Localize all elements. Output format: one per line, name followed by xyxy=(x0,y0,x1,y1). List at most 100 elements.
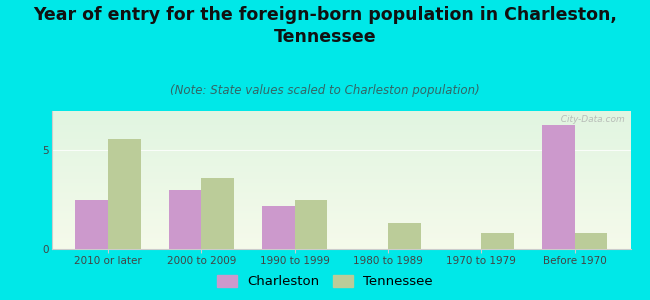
Bar xyxy=(52,133,630,134)
Bar xyxy=(294,200,327,249)
Bar xyxy=(52,195,630,196)
Bar xyxy=(52,142,630,143)
Bar xyxy=(168,190,202,249)
Bar xyxy=(52,138,630,139)
Bar xyxy=(52,112,630,113)
Bar xyxy=(52,139,630,140)
Bar xyxy=(52,229,630,230)
Bar xyxy=(52,237,630,238)
Bar xyxy=(52,189,630,190)
Bar xyxy=(52,233,630,234)
Bar xyxy=(52,188,630,189)
Bar xyxy=(52,144,630,145)
Bar xyxy=(52,160,630,161)
Bar xyxy=(52,176,630,177)
Bar xyxy=(52,239,630,240)
Bar xyxy=(52,202,630,203)
Bar xyxy=(52,235,630,236)
Bar xyxy=(52,234,630,235)
Bar xyxy=(52,230,630,231)
Bar xyxy=(52,125,630,126)
Bar xyxy=(52,193,630,194)
Bar xyxy=(52,223,630,224)
Bar xyxy=(52,210,630,211)
Bar xyxy=(52,132,630,133)
Bar xyxy=(52,236,630,237)
Bar xyxy=(52,212,630,213)
Bar xyxy=(52,177,630,178)
Bar xyxy=(52,224,630,225)
Bar xyxy=(52,145,630,146)
Bar xyxy=(52,121,630,122)
Bar xyxy=(52,192,630,193)
Text: City-Data.com: City-Data.com xyxy=(555,115,625,124)
Bar xyxy=(52,163,630,164)
Bar xyxy=(52,178,630,179)
Bar xyxy=(52,209,630,210)
Bar xyxy=(262,206,294,249)
Bar xyxy=(52,241,630,242)
Bar xyxy=(52,197,630,198)
Bar xyxy=(52,218,630,219)
Bar xyxy=(52,135,630,136)
Bar xyxy=(52,148,630,149)
Text: Year of entry for the foreign-born population in Charleston,
Tennessee: Year of entry for the foreign-born popul… xyxy=(33,6,617,46)
Bar xyxy=(52,166,630,167)
Bar xyxy=(52,199,630,200)
Bar xyxy=(52,161,630,162)
Bar xyxy=(52,232,630,233)
Bar xyxy=(52,126,630,127)
Bar xyxy=(52,121,630,122)
Bar xyxy=(52,221,630,222)
Bar xyxy=(52,191,630,192)
Bar xyxy=(481,233,514,249)
Bar xyxy=(52,200,630,201)
Bar xyxy=(52,217,630,218)
Bar xyxy=(52,240,630,241)
Legend: Charleston, Tennessee: Charleston, Tennessee xyxy=(212,269,438,293)
Bar xyxy=(52,169,630,170)
Bar xyxy=(52,134,630,135)
Bar xyxy=(52,170,630,171)
Bar xyxy=(52,114,630,115)
Bar xyxy=(52,246,630,247)
Bar xyxy=(52,157,630,158)
Bar xyxy=(52,238,630,239)
Bar xyxy=(52,242,630,243)
Bar xyxy=(52,150,630,151)
Bar xyxy=(388,224,421,249)
Bar xyxy=(52,194,630,195)
Bar xyxy=(52,123,630,124)
Bar xyxy=(52,198,630,199)
Bar xyxy=(52,119,630,120)
Bar xyxy=(52,243,630,244)
Bar xyxy=(52,207,630,208)
Bar xyxy=(52,184,630,185)
Bar xyxy=(52,183,630,184)
Bar xyxy=(52,196,630,197)
Bar xyxy=(52,147,630,148)
Bar xyxy=(52,129,630,130)
Bar xyxy=(575,233,607,249)
Bar xyxy=(52,117,630,118)
Bar xyxy=(52,158,630,159)
Bar xyxy=(52,159,630,160)
Bar xyxy=(202,178,234,249)
Bar xyxy=(52,141,630,142)
Bar xyxy=(52,168,630,169)
Bar xyxy=(52,220,630,221)
Bar xyxy=(52,201,630,202)
Bar xyxy=(52,137,630,138)
Bar xyxy=(52,165,630,166)
Bar xyxy=(52,149,630,150)
Bar xyxy=(52,120,630,121)
Bar xyxy=(52,115,630,116)
Bar xyxy=(52,111,630,112)
Bar xyxy=(52,206,630,207)
Bar xyxy=(52,172,630,173)
Bar xyxy=(52,187,630,188)
Bar xyxy=(52,130,630,131)
Bar xyxy=(52,245,630,246)
Bar xyxy=(52,143,630,144)
Bar xyxy=(52,211,630,212)
